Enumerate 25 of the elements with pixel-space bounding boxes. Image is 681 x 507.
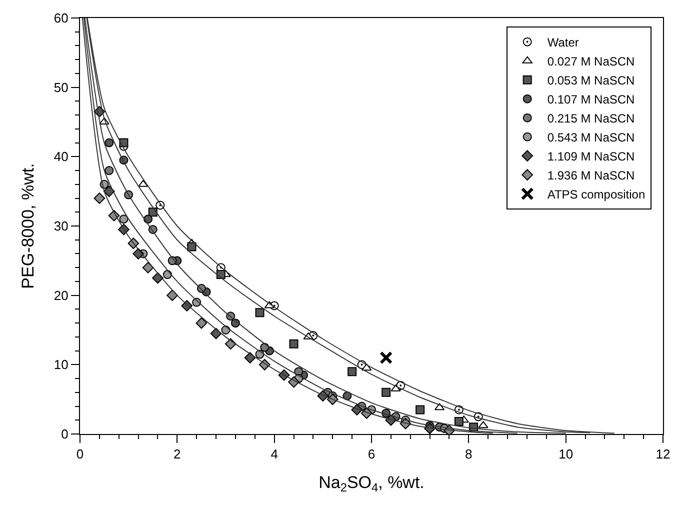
legend-label: 0.107 M NaSCN	[547, 92, 635, 106]
x-axis-title: Na$_{2}$SO$_{4}$, %wt.	[318, 473, 424, 495]
legend-label: Water	[547, 36, 579, 50]
legend-label: 0.053 M NaSCN	[547, 74, 635, 88]
y-axis-title: PEG-8000, %wt.	[18, 163, 38, 289]
y-tick-label: 20	[54, 288, 68, 303]
x-tick-label: 12	[656, 446, 670, 462]
x-tick-label: 8	[465, 446, 472, 462]
y-tick-label: 0	[61, 426, 68, 442]
legend-label: ATPS composition	[547, 188, 646, 202]
legend-label: 0.543 M NaSCN	[547, 130, 635, 144]
y-tick-label: 60	[54, 10, 68, 26]
x-tick-label: 0	[76, 446, 84, 462]
x-tick-label: 10	[558, 446, 574, 462]
y-tick-label: 40	[54, 149, 68, 164]
y-tick-label: 50	[54, 80, 68, 95]
legend-label: 1.936 M NaSCN	[547, 168, 635, 182]
x-tick-label: 4	[270, 446, 278, 462]
y-tick-label: 10	[54, 357, 68, 372]
legend-label: 0.027 M NaSCN	[547, 54, 635, 68]
x-tick-label: 2	[174, 446, 181, 462]
x-tick-label: 6	[368, 446, 376, 462]
legend-label: 1.109 M NaSCN	[547, 150, 635, 164]
legend-label: 0.215 M NaSCN	[547, 112, 635, 126]
y-tick-label: 30	[54, 218, 68, 234]
